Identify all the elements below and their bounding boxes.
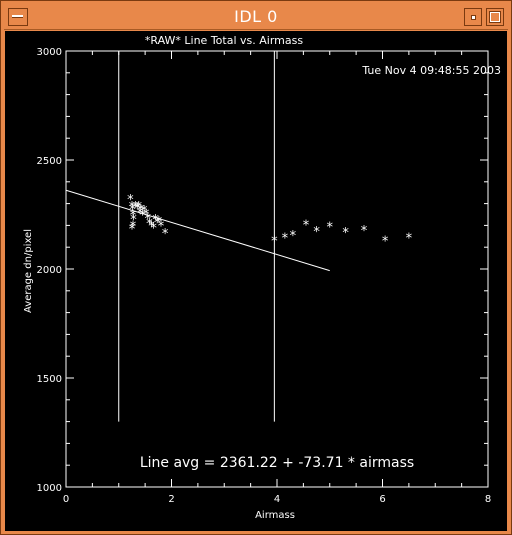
data-point: * — [130, 219, 137, 234]
data-point: * — [139, 209, 146, 224]
minimize-button[interactable] — [464, 8, 482, 26]
x-tick-label: 6 — [379, 494, 385, 505]
fit-equation-label: Line avg = 2361.22 + -73.71 * airmass — [140, 455, 414, 471]
data-point: * — [145, 212, 152, 227]
data-point: * — [154, 216, 161, 231]
data-point: * — [150, 222, 157, 237]
x-axis-label: Airmass — [255, 510, 295, 521]
y-axis-label: Average dn/pixel — [23, 229, 34, 313]
data-point: * — [132, 200, 139, 215]
data-point: * — [406, 231, 413, 246]
maximize-icon — [489, 11, 501, 23]
window-title: IDL 0 — [234, 7, 278, 26]
data-point: * — [148, 219, 155, 234]
data-point: * — [146, 217, 153, 232]
data-point: * — [361, 224, 368, 239]
x-tick-label: 0 — [63, 494, 69, 505]
maximize-button[interactable] — [486, 8, 504, 26]
data-point: * — [134, 202, 141, 217]
data-point: * — [130, 209, 137, 224]
y-tick-label: 1000 — [37, 483, 62, 494]
data-point: * — [303, 218, 310, 233]
data-point: * — [158, 219, 165, 234]
window-menu-button[interactable] — [8, 8, 28, 26]
data-point: * — [129, 203, 136, 218]
plot-canvas: *RAW* Line Total vs. Airmass Tue Nov 4 0… — [5, 31, 507, 531]
data-point: * — [156, 215, 163, 230]
data-point: * — [137, 206, 144, 221]
x-tick-label: 4 — [274, 494, 280, 505]
menu-icon — [12, 15, 23, 18]
x-tick-label: 8 — [485, 494, 491, 505]
fit-line — [65, 189, 330, 272]
scatter-chart: *RAW* Line Total vs. Airmass Tue Nov 4 0… — [23, 34, 501, 521]
data-point: * — [129, 223, 136, 238]
chart-title: *RAW* Line Total vs. Airmass — [145, 34, 303, 47]
data-point: * — [271, 235, 278, 250]
data-point: * — [130, 213, 137, 228]
data-point: * — [136, 200, 143, 215]
timestamp-label: Tue Nov 4 09:48:55 2003 — [361, 64, 501, 77]
data-point: * — [162, 227, 169, 242]
data-point: * — [342, 226, 349, 241]
y-tick-label: 1500 — [37, 374, 62, 385]
data-point: * — [129, 200, 136, 215]
data-point: * — [327, 220, 334, 235]
title-bar[interactable]: IDL 0 — [4, 4, 508, 30]
data-point: * — [313, 225, 320, 240]
data-point: * — [382, 235, 389, 250]
data-point: * — [143, 207, 150, 222]
data-point: * — [127, 193, 134, 208]
data-point: * — [290, 229, 297, 244]
data-point: * — [282, 231, 289, 246]
x-tick-label: 2 — [168, 494, 174, 505]
y-tick-label: 2500 — [37, 156, 62, 167]
y-tick-label: 2000 — [37, 265, 62, 276]
data-point: * — [152, 213, 159, 228]
minimize-icon — [471, 15, 476, 20]
data-point: * — [141, 204, 148, 219]
y-tick-label: 3000 — [37, 47, 62, 58]
data-point: * — [138, 203, 145, 218]
plot-frame — [65, 50, 489, 488]
